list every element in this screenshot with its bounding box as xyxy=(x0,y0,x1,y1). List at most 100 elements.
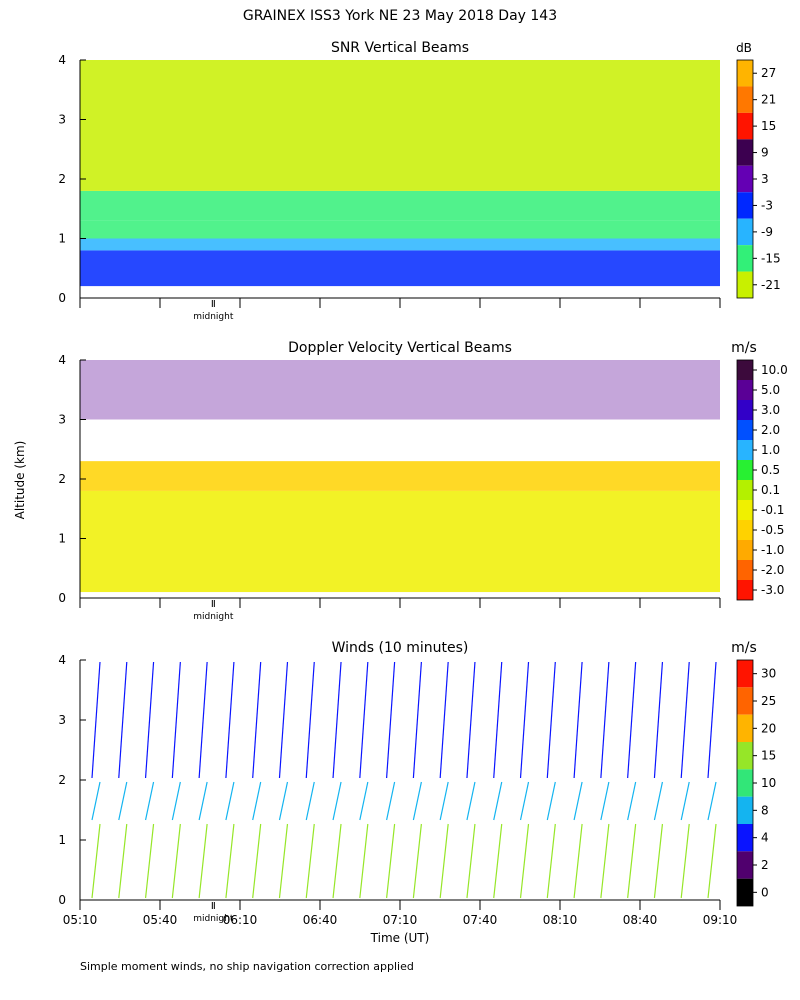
winds-colorbar-swatch-5 xyxy=(737,796,753,824)
wind-barb-layer-2-18 xyxy=(573,661,583,779)
doppler-y-tick-label-0: 0 xyxy=(58,591,66,605)
doppler-colorbar-label-1: 5.0 xyxy=(761,383,780,397)
wind-barb-layer-2-16 xyxy=(519,661,530,779)
wind-barb-layer-1-19 xyxy=(600,781,610,821)
snr-y-tick-label-3: 3 xyxy=(58,113,66,127)
wind-barb-layer-1-22 xyxy=(680,781,690,821)
wind-barb-layer-1-4 xyxy=(198,781,208,821)
wind-barb-layer-1-0 xyxy=(91,781,101,821)
snr-layer-1 xyxy=(80,238,720,251)
winds-y-tick-label-3: 3 xyxy=(58,713,66,727)
wind-barb-layer-1-7 xyxy=(278,781,289,821)
winds-colorbar-label-6: 4 xyxy=(761,831,769,845)
doppler-colorbar-label-7: -0.1 xyxy=(761,503,784,517)
doppler-colorbar-swatch-8 xyxy=(737,520,753,540)
doppler-colorbar-label-2: 3.0 xyxy=(761,403,780,417)
doppler-colorbar-swatch-1 xyxy=(737,380,753,400)
doppler-y-tick-label-3: 3 xyxy=(58,413,66,427)
snr-colorbar-label-6: -9 xyxy=(761,225,773,239)
wind-barb-layer-1-13 xyxy=(439,781,449,821)
wind-barb-layer-1-15 xyxy=(493,781,503,821)
doppler-colorbar-swatch-2 xyxy=(737,400,753,420)
doppler-plot: 0 1 2 3 4 midnight 10.0 5.0 3.0 2.0 1.0 0.5 0.1 -0.1 -… xyxy=(58,353,787,622)
wind-barb-layer-2-19 xyxy=(600,661,610,779)
doppler-colorbar-swatch-10 xyxy=(737,560,753,580)
doppler-colorbar-label-4: 1.0 xyxy=(761,443,780,457)
winds-colorbar-label-3: 15 xyxy=(761,749,776,763)
winds-colorbar-swatch-8 xyxy=(737,878,753,906)
doppler-colorbar-frame xyxy=(736,359,754,601)
x-tick-label-0: 05:10 xyxy=(63,913,98,927)
wind-barb-layer-2-21 xyxy=(653,661,664,779)
doppler-colorbar-label-5: 0.5 xyxy=(761,463,780,477)
wind-barb-layer-0-20 xyxy=(627,823,637,899)
wind-barb-layer-0-12 xyxy=(412,823,422,899)
wind-barb-layer-2-22 xyxy=(680,661,690,779)
winds-colorbar-swatch-0 xyxy=(737,660,753,688)
wind-barb-layer-0-21 xyxy=(653,823,664,899)
x-axis-label: Time (UT) xyxy=(370,931,430,945)
snr-colorbar-swatch-5 xyxy=(737,192,753,219)
wind-barb-layer-0-15 xyxy=(493,823,503,899)
snr-y-tick-label-4: 4 xyxy=(58,53,66,67)
doppler-colorbar-label-10: -2.0 xyxy=(761,563,784,577)
wind-barb-layer-1-5 xyxy=(225,781,235,821)
doppler-layer-2 xyxy=(80,360,720,420)
doppler-colorbar-swatch-9 xyxy=(737,540,753,560)
doppler-colorbar-swatch-5 xyxy=(737,460,753,480)
wind-barb-layer-2-10 xyxy=(359,661,369,779)
snr-colorbar-swatch-8 xyxy=(737,271,753,298)
doppler-colorbar-label-6: 0.1 xyxy=(761,483,780,497)
x-tick-label-7: 08:40 xyxy=(623,913,658,927)
snr-layer-0 xyxy=(80,250,720,287)
wind-barb-layer-2-17 xyxy=(546,661,556,779)
x-tick-label-6: 08:10 xyxy=(543,913,578,927)
wind-barb-layer-0-8 xyxy=(305,823,315,899)
x-tick-label-3: 06:40 xyxy=(303,913,338,927)
winds-midnight-label: midnight xyxy=(193,914,234,924)
wind-barb-layer-2-5 xyxy=(225,661,235,779)
wind-barb-layer-0-0 xyxy=(91,823,101,899)
x-tick-label-8: 09:10 xyxy=(703,913,738,927)
wind-barb-layer-2-9 xyxy=(332,661,342,779)
wind-barb-layer-0-6 xyxy=(252,823,262,899)
wind-barb-layer-1-2 xyxy=(144,781,155,821)
wind-barb-layer-0-2 xyxy=(144,823,155,899)
winds-colorbar-label-4: 10 xyxy=(761,776,776,790)
wind-barb-layer-0-14 xyxy=(466,823,476,899)
snr-layer-4 xyxy=(80,60,720,191)
wind-barb-layer-2-13 xyxy=(439,661,449,779)
wind-barb-layer-2-0 xyxy=(91,661,101,779)
wind-barb-layer-2-11 xyxy=(386,661,396,779)
wind-barb-layer-2-14 xyxy=(466,661,476,779)
doppler-colorbar-label-9: -1.0 xyxy=(761,543,784,557)
winds-colorbar-label-7: 2 xyxy=(761,858,769,872)
wind-barb-layer-0-7 xyxy=(278,823,289,899)
wind-barb-layer-1-10 xyxy=(359,781,369,821)
wind-barb-layer-1-6 xyxy=(252,781,262,821)
doppler-midnight-label: midnight xyxy=(193,612,234,622)
wind-barb-layer-1-9 xyxy=(332,781,342,821)
winds-y-tick-label-4: 4 xyxy=(58,653,66,667)
doppler-colorbar-label-0: 10.0 xyxy=(761,363,788,377)
winds-colorbar-label-2: 20 xyxy=(761,721,776,735)
wind-barb-layer-2-7 xyxy=(278,661,289,779)
wind-barb-layer-1-17 xyxy=(546,781,556,821)
snr-layer-3 xyxy=(80,190,720,221)
doppler-colorbar-label-8: -0.5 xyxy=(761,523,784,537)
wind-barb-layer-1-14 xyxy=(466,781,476,821)
figure-title: GRAINEX ISS3 York NE 23 May 2018 Day 143 xyxy=(243,8,557,24)
doppler-colorbar-swatch-4 xyxy=(737,440,753,460)
doppler-layer-0 xyxy=(80,490,720,593)
doppler-colorbar-unit: m/s xyxy=(731,340,757,356)
wind-barb-layer-0-17 xyxy=(546,823,556,899)
wind-barb-layer-0-18 xyxy=(573,823,583,899)
doppler-colorbar-swatch-6 xyxy=(737,480,753,500)
wind-barb-layer-0-11 xyxy=(386,823,396,899)
winds-y-tick-label-2: 2 xyxy=(58,773,66,787)
doppler-y-tick-label-2: 2 xyxy=(58,472,66,486)
snr-colorbar-label-2: 15 xyxy=(761,119,776,133)
x-tick-label-4: 07:10 xyxy=(383,913,418,927)
wind-barb-layer-2-8 xyxy=(305,661,315,779)
